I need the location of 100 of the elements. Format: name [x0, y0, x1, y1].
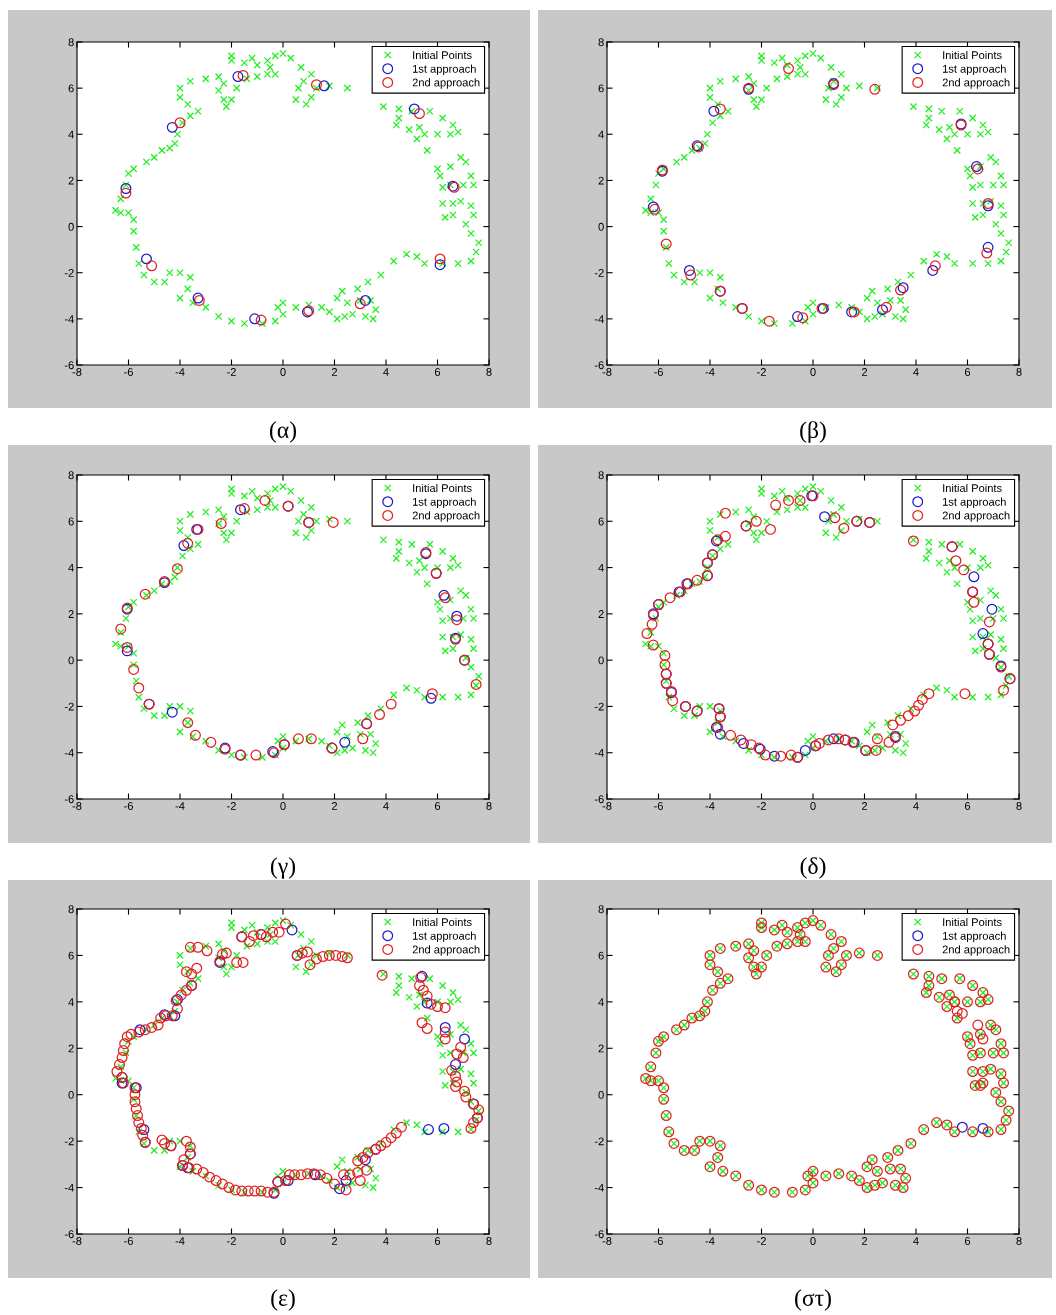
- x-tick-label: 2: [861, 368, 868, 376]
- legend-label: Initial Points: [413, 50, 472, 60]
- y-tick-label: 8: [68, 905, 74, 914]
- legend-label: Initial Points: [943, 917, 1002, 927]
- x-tick-label: -8: [602, 368, 612, 376]
- x-tick-label: -2: [227, 802, 236, 810]
- x-tick-label: -6: [654, 802, 663, 810]
- y-tick-label: 0: [598, 1090, 604, 1099]
- x-axis-title: (στ): [795, 1289, 831, 1311]
- x-tick-label: 6: [434, 802, 441, 810]
- legend-label: 1st approach: [943, 497, 1006, 508]
- x-tick-label: 4: [383, 368, 389, 376]
- x-tick-label: -4: [705, 802, 715, 810]
- y-tick-label: -4: [64, 315, 74, 323]
- x-tick-label: 6: [964, 368, 971, 376]
- y-tick-label: 0: [68, 222, 74, 231]
- x-tick-label: -2: [227, 1237, 236, 1245]
- legend-label: Initial Points: [943, 50, 1002, 60]
- legend-label: Initial Points: [943, 483, 1002, 493]
- x-tick-label: 6: [434, 368, 441, 376]
- x-tick-label: -4: [175, 368, 185, 376]
- x-tick-label: -2: [227, 368, 236, 376]
- legend-label: 1st approach: [943, 931, 1006, 942]
- x-tick-label: -8: [602, 1237, 612, 1245]
- x-tick-label: 8: [486, 802, 492, 810]
- y-tick-label: -2: [64, 268, 74, 277]
- x-axis-title: (ε): [271, 1289, 295, 1311]
- x-tick-label: -6: [654, 1237, 663, 1245]
- y-tick-label: 8: [598, 905, 604, 914]
- y-tick-label: 0: [598, 222, 604, 231]
- x-tick-label: 8: [1016, 1237, 1022, 1245]
- x-tick-label: -8: [72, 368, 82, 376]
- x-tick-label: -8: [72, 802, 82, 810]
- x-tick-label: -6: [654, 368, 663, 376]
- legend-label: Initial Points: [413, 917, 472, 927]
- y-tick-label: -2: [594, 268, 604, 277]
- x-tick-label: -6: [124, 1237, 133, 1245]
- legend-label: 1st approach: [413, 931, 476, 942]
- y-tick-label: -2: [64, 1137, 74, 1146]
- x-tick-label: 8: [1016, 368, 1022, 376]
- x-tick-label: 8: [486, 368, 492, 376]
- y-tick-label: 2: [598, 176, 604, 185]
- x-tick-label: 4: [383, 802, 389, 810]
- x-tick-label: 0: [810, 1237, 816, 1245]
- x-tick-label: -4: [705, 368, 715, 376]
- y-tick-label: -4: [594, 315, 604, 323]
- y-tick-label: -4: [64, 749, 74, 757]
- y-tick-label: -6: [594, 1230, 604, 1239]
- y-tick-label: -4: [594, 1183, 604, 1192]
- y-tick-label: -2: [64, 702, 74, 711]
- y-tick-label: 4: [68, 563, 74, 572]
- x-tick-label: 4: [913, 368, 919, 376]
- legend-label: 2nd approach: [942, 945, 1010, 956]
- y-tick-label: 4: [598, 130, 604, 139]
- x-axis-title: (γ): [270, 857, 296, 879]
- y-tick-label: 0: [68, 1090, 74, 1099]
- x-tick-label: -2: [757, 802, 766, 810]
- x-tick-label: 6: [434, 1237, 441, 1245]
- legend-label: 2nd approach: [412, 78, 480, 89]
- x-tick-label: -4: [175, 1237, 185, 1245]
- x-tick-label: 2: [861, 802, 868, 810]
- x-tick-label: 0: [280, 1237, 286, 1245]
- x-tick-label: 2: [331, 1237, 338, 1245]
- x-tick-label: 4: [383, 1237, 389, 1245]
- y-tick-label: 8: [68, 38, 74, 47]
- x-tick-label: 8: [486, 1237, 492, 1245]
- x-tick-label: 0: [280, 368, 286, 376]
- x-axis-title: (α): [269, 421, 297, 443]
- y-tick-label: 4: [68, 998, 74, 1006]
- legend-label: Initial Points: [413, 483, 472, 493]
- x-tick-label: 8: [1016, 802, 1022, 810]
- x-tick-label: 2: [331, 368, 338, 376]
- x-tick-label: -6: [124, 802, 133, 810]
- x-tick-label: 0: [810, 368, 816, 376]
- x-tick-label: -2: [757, 1237, 766, 1245]
- y-tick-label: -6: [594, 795, 604, 804]
- y-tick-label: 4: [68, 130, 74, 139]
- x-tick-label: 0: [280, 802, 286, 810]
- y-tick-label: 2: [598, 1044, 604, 1053]
- x-tick-label: 2: [861, 1237, 868, 1245]
- y-tick-label: -4: [64, 1183, 74, 1192]
- y-tick-label: 8: [598, 38, 604, 47]
- y-tick-label: 6: [68, 517, 74, 526]
- y-tick-label: -6: [64, 1230, 74, 1239]
- x-tick-label: -2: [757, 368, 766, 376]
- y-tick-label: 6: [598, 951, 604, 960]
- y-tick-label: 2: [598, 610, 604, 618]
- y-tick-label: 4: [598, 563, 604, 572]
- x-tick-label: -8: [72, 1237, 82, 1245]
- x-tick-label: -4: [175, 802, 185, 810]
- y-tick-label: -6: [594, 361, 604, 370]
- legend-label: 1st approach: [413, 64, 476, 75]
- x-tick-label: 4: [913, 802, 919, 810]
- y-tick-label: 4: [598, 998, 604, 1006]
- y-tick-label: 6: [68, 84, 74, 93]
- legend-label: 1st approach: [413, 497, 476, 508]
- x-tick-label: 2: [331, 802, 338, 810]
- y-tick-label: 8: [598, 471, 604, 480]
- y-tick-label: 0: [598, 656, 604, 665]
- x-tick-label: 6: [964, 802, 971, 810]
